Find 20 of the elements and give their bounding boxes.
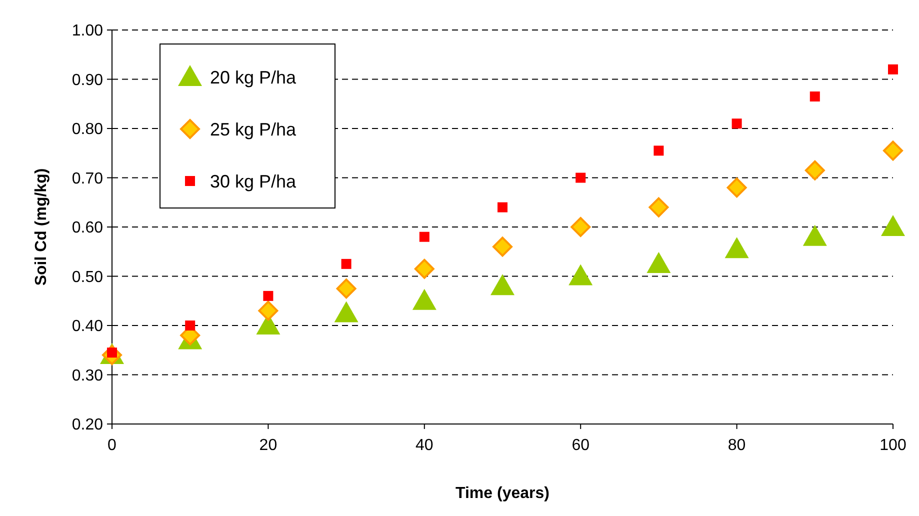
y-tick-label: 0.30 — [72, 367, 104, 384]
y-tick-label: 0.70 — [72, 170, 104, 188]
y-tick-label: 0.50 — [72, 268, 104, 286]
x-tick-label: 40 — [416, 437, 434, 454]
y-tick-label: 0.90 — [72, 72, 104, 89]
x-tick-label: 60 — [572, 437, 590, 454]
y-axis-title: Soil Cd (mg/kg) — [33, 168, 50, 286]
y-tick-label: 0.40 — [72, 318, 104, 336]
x-tick-label: 100 — [880, 437, 906, 454]
y-tick-label: 0.80 — [72, 121, 104, 138]
y-tick-label: 0.60 — [72, 220, 104, 237]
legend-label: 20 kg P/ha — [210, 67, 298, 88]
y-tick-label: 0.20 — [72, 416, 104, 434]
x-tick-label: 20 — [259, 437, 278, 454]
y-tick-label: 1.00 — [72, 22, 104, 40]
x-axis-title: Time (years) — [456, 485, 550, 502]
legend-label: 30 kg P/ha — [210, 171, 298, 192]
x-tick-label: 0 — [108, 437, 117, 454]
x-tick-label: 80 — [728, 437, 746, 454]
legend-label: 25 kg P/ha — [210, 119, 298, 140]
